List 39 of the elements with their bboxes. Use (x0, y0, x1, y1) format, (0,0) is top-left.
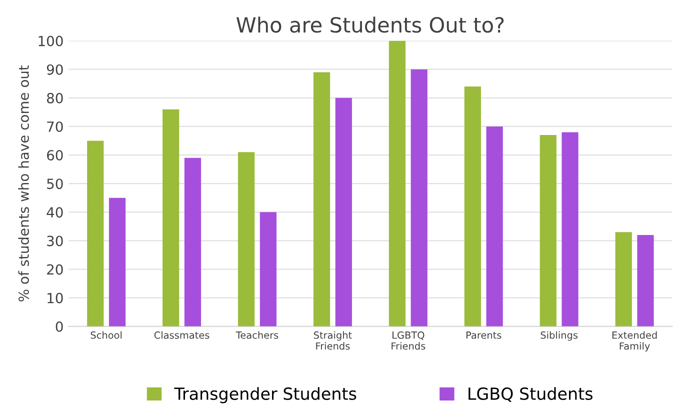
bar (238, 152, 255, 326)
bar (260, 212, 276, 326)
y-tick-label: 60 (47, 150, 63, 161)
bar (486, 126, 503, 326)
y-tick-label: 40 (46, 207, 63, 218)
y-tick-label: 100 (38, 36, 63, 46)
bar (464, 86, 481, 326)
bar (162, 109, 180, 326)
y-tick-label: 70 (47, 121, 63, 132)
bar (335, 98, 352, 326)
x-tick-label: Classmates (154, 331, 210, 339)
y-tick-label: 0 (56, 321, 63, 332)
bar (540, 135, 556, 326)
y-tick-label: 20 (47, 264, 63, 275)
bar (410, 69, 428, 326)
y-tick-label: 10 (48, 292, 63, 304)
bar (562, 132, 578, 326)
bar (313, 72, 330, 326)
y-tick-label: 50 (47, 178, 63, 190)
bar (388, 40, 406, 326)
x-tick-label: Siblings (540, 331, 578, 341)
y-tick-label: 30 (47, 236, 63, 246)
x-tick-label: School (90, 331, 122, 339)
chart-title: Who are Students Out to? (236, 16, 504, 33)
y-axis-title: % of students who have come out (18, 65, 29, 302)
bar (637, 235, 654, 326)
bar (87, 140, 104, 326)
legend-label: Transgender Students (174, 387, 356, 404)
bar (184, 158, 202, 326)
y-tick-label: 80 (47, 92, 63, 104)
legend-label: LGBQ Students (468, 387, 592, 402)
bar (615, 232, 632, 326)
x-tick-label: Straight Friends (314, 331, 352, 350)
bar (108, 198, 126, 326)
x-tick-label: Parents (466, 332, 502, 339)
x-tick-label: Teachers (236, 331, 278, 339)
x-tick-label: LGBTQ Friends (392, 331, 426, 350)
y-tick-label: 90 (46, 64, 63, 75)
x-tick-label: Extended Family (612, 331, 657, 352)
